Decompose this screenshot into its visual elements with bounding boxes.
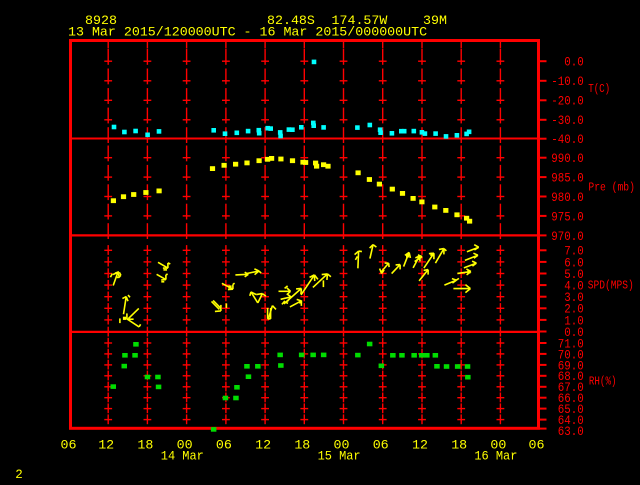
svg-text:12: 12 — [255, 437, 271, 452]
svg-text:06: 06 — [216, 437, 232, 452]
svg-text:06: 06 — [373, 437, 389, 452]
svg-text:18: 18 — [294, 437, 310, 452]
svg-text:0.0: 0.0 — [564, 56, 584, 70]
svg-text:12: 12 — [98, 437, 114, 452]
svg-text:2: 2 — [15, 468, 23, 480]
svg-text:63.0: 63.0 — [558, 425, 584, 439]
svg-text:980.0: 980.0 — [551, 191, 584, 205]
svg-text:16 Mar: 16 Mar — [474, 449, 517, 464]
svg-text:15 Mar: 15 Mar — [318, 449, 361, 464]
svg-text:-40.0: -40.0 — [551, 133, 584, 147]
svg-text:18: 18 — [137, 437, 153, 452]
svg-text:13 Mar 2015/120000UTC - 16 Mar: 13 Mar 2015/120000UTC - 16 Mar 2015/0000… — [68, 24, 427, 39]
svg-text:-20.0: -20.0 — [551, 95, 584, 109]
svg-text:14 Mar: 14 Mar — [161, 449, 204, 464]
svg-text:06: 06 — [529, 437, 545, 452]
svg-text:970.0: 970.0 — [551, 230, 584, 244]
svg-text:985.0: 985.0 — [551, 172, 584, 186]
svg-text:18: 18 — [451, 437, 467, 452]
svg-text:06: 06 — [61, 437, 77, 452]
svg-text:Pre (mb): Pre (mb) — [588, 181, 635, 195]
svg-text:T(C): T(C) — [588, 82, 610, 96]
svg-text:12: 12 — [412, 437, 428, 452]
svg-text:990.0: 990.0 — [551, 152, 584, 166]
svg-text:SPD(MPS): SPD(MPS) — [588, 278, 634, 292]
svg-text:RH(%): RH(%) — [589, 375, 617, 389]
svg-text:-10.0: -10.0 — [551, 75, 584, 89]
svg-text:-30.0: -30.0 — [551, 114, 584, 128]
svg-text:975.0: 975.0 — [551, 210, 584, 224]
